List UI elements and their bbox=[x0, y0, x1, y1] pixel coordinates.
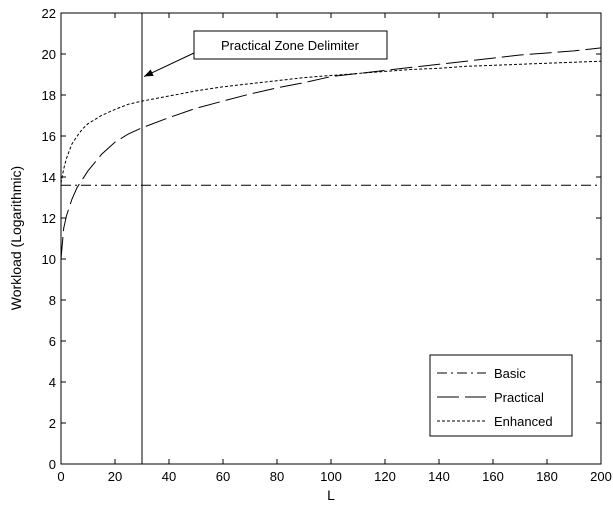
y-tick-label: 18 bbox=[42, 88, 56, 103]
x-tick-label: 100 bbox=[320, 469, 342, 484]
annotation: Practical Zone Delimiter bbox=[143, 30, 388, 78]
annotation-arrow-head bbox=[144, 69, 154, 77]
y-tick-label: 0 bbox=[49, 457, 56, 472]
x-axis-label: L bbox=[327, 487, 335, 503]
x-tick-label: 120 bbox=[374, 469, 396, 484]
y-tick-label: 4 bbox=[49, 375, 56, 390]
y-tick-label: 10 bbox=[42, 252, 56, 267]
y-tick-label: 2 bbox=[49, 416, 56, 431]
y-tick-label: 6 bbox=[49, 334, 56, 349]
x-tick-label: 0 bbox=[57, 469, 64, 484]
legend-box bbox=[429, 354, 573, 437]
y-tick-label: 8 bbox=[49, 293, 56, 308]
x-tick-label: 160 bbox=[482, 469, 504, 484]
legend-label-practical: Practical bbox=[494, 390, 544, 405]
y-axis-label: Workload (Logarithmic) bbox=[8, 166, 24, 310]
x-tick-label: 60 bbox=[216, 469, 230, 484]
axis-ticks: 0 20 40 60 80 100 120 140 160 180 200 0 2 4 6 8 10 12 14 16… bbox=[42, 6, 612, 484]
y-tick-label: 12 bbox=[42, 211, 56, 226]
x-tick-label: 20 bbox=[108, 469, 122, 484]
y-tick-label: 16 bbox=[42, 129, 56, 144]
x-tick-label: 140 bbox=[428, 469, 450, 484]
series-layer bbox=[60, 47, 602, 260]
x-tick-label: 40 bbox=[162, 469, 176, 484]
series-line-practical bbox=[60, 47, 602, 260]
y-tick-label: 14 bbox=[42, 170, 56, 185]
legend-label-basic: Basic bbox=[494, 366, 526, 381]
annotation-box bbox=[193, 30, 388, 60]
y-tick-label: 20 bbox=[42, 47, 56, 62]
legend-label-enhanced: Enhanced bbox=[494, 414, 553, 429]
annotation-arrow bbox=[143, 52, 195, 78]
legend: Basic Practical Enhanced bbox=[429, 354, 573, 437]
x-tick-label: 80 bbox=[270, 469, 284, 484]
x-tick-label: 180 bbox=[536, 469, 558, 484]
series-line-enhanced bbox=[60, 60, 602, 184]
y-tick-label: 22 bbox=[42, 6, 56, 21]
x-tick-label: 200 bbox=[590, 469, 612, 484]
annotation-text: Practical Zone Delimiter bbox=[221, 38, 360, 53]
